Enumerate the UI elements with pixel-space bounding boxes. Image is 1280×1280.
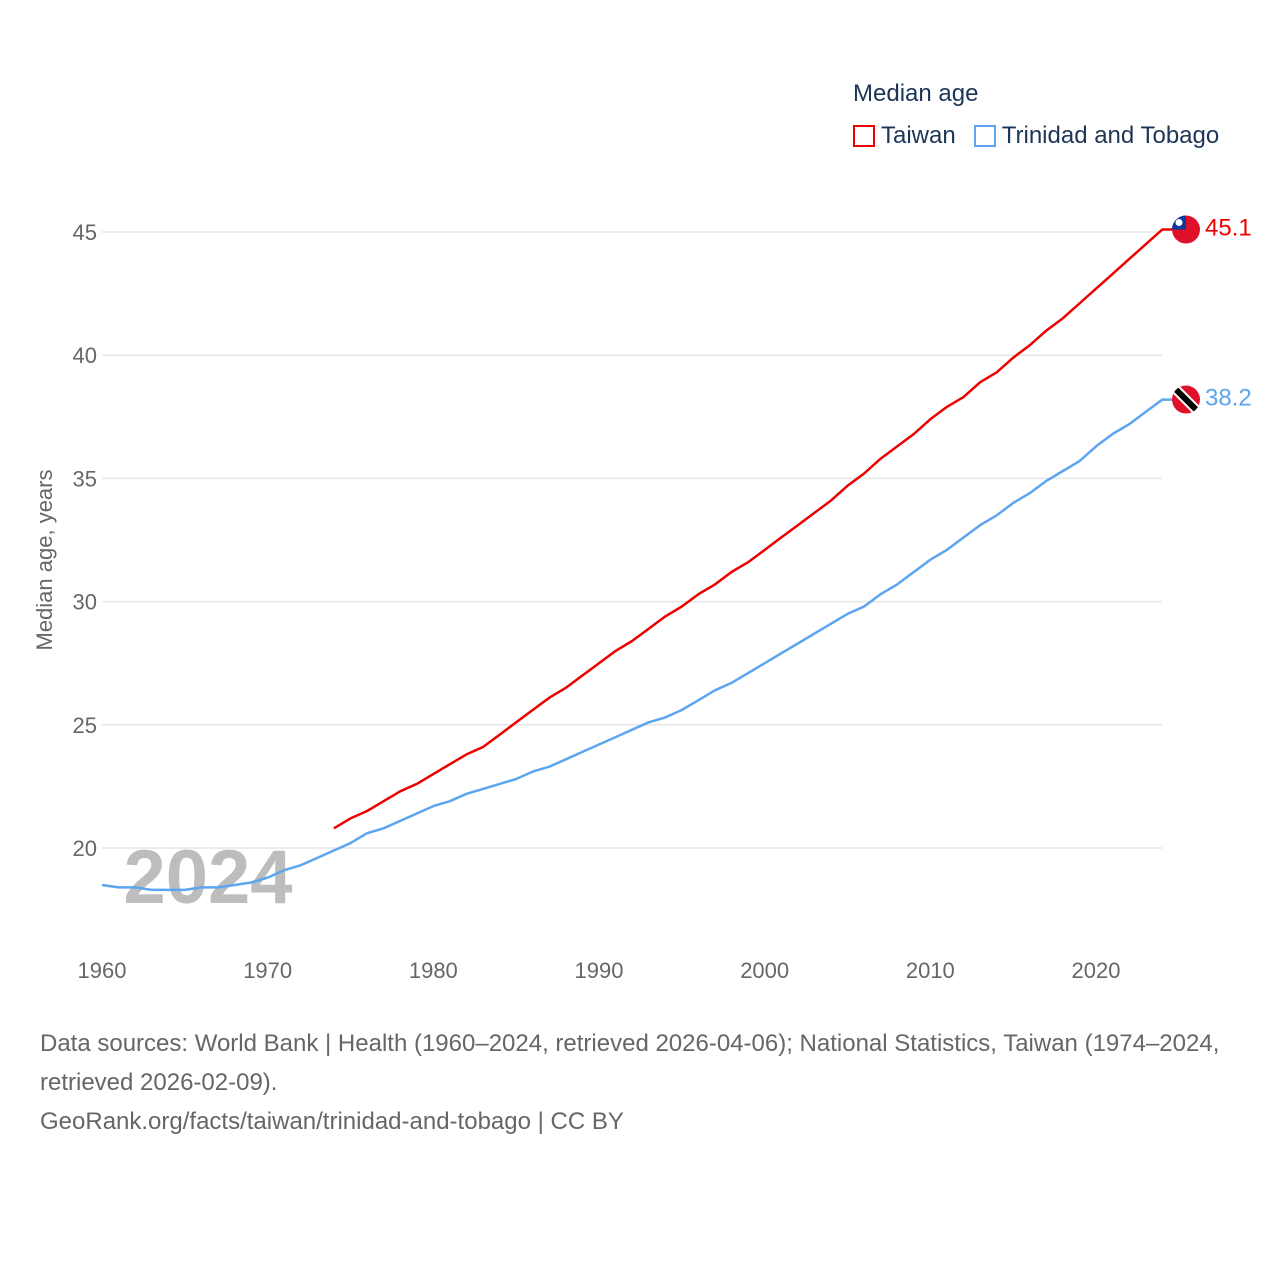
flag-stripe-black (1172, 385, 1200, 414)
legend: Taiwan Trinidad and Tobago (853, 122, 1219, 150)
x-tick-label: 1990 (575, 958, 624, 983)
x-tick-label: 2010 (906, 958, 955, 983)
legend-title: Median age (853, 80, 979, 107)
x-tick-label: 2020 (1072, 958, 1121, 983)
taiwan-flag-icon (1172, 215, 1200, 244)
flag-graphic (1172, 215, 1200, 244)
legend-label: Taiwan (881, 122, 956, 149)
legend-swatch (973, 125, 996, 147)
y-tick-label: 45 (73, 220, 97, 245)
x-tick-label: 1960 (78, 958, 127, 983)
source-line: Data sources: World Bank | Health (1960–… (40, 1030, 1220, 1096)
series-line-trinidad (101, 398, 1186, 892)
x-tick-label: 1980 (409, 958, 458, 983)
y-tick-label: 30 (73, 590, 97, 615)
y-tick-label: 35 (73, 466, 97, 491)
y-tick-label: 40 (73, 343, 97, 368)
legend-item-taiwan[interactable]: Taiwan (853, 122, 956, 150)
trinidad-flag-icon (1172, 385, 1200, 414)
legend-swatch (853, 125, 875, 147)
flag-sun (1175, 219, 1183, 227)
flag-graphic (1172, 385, 1200, 414)
end-value-label: 38.2 (1205, 385, 1252, 412)
legend-label: Trinidad and Tobago (1001, 122, 1220, 149)
x-tick-label: 2000 (740, 958, 789, 983)
legend-item-trinidad[interactable]: Trinidad and Tobago (973, 122, 1220, 150)
source-note: Data sources: World Bank | Health (1960–… (40, 1024, 1250, 1141)
y-tick-label: 25 (73, 713, 97, 738)
x-tick-label: 1970 (243, 958, 292, 983)
series-line-taiwan (333, 228, 1186, 830)
y-tick-label: 20 (73, 836, 97, 861)
source-link[interactable]: GeoRank.org/facts/taiwan/trinidad-and-to… (40, 1108, 624, 1135)
end-value-label: 45.1 (1205, 215, 1252, 242)
y-axis-label: Median age, years (32, 470, 57, 651)
